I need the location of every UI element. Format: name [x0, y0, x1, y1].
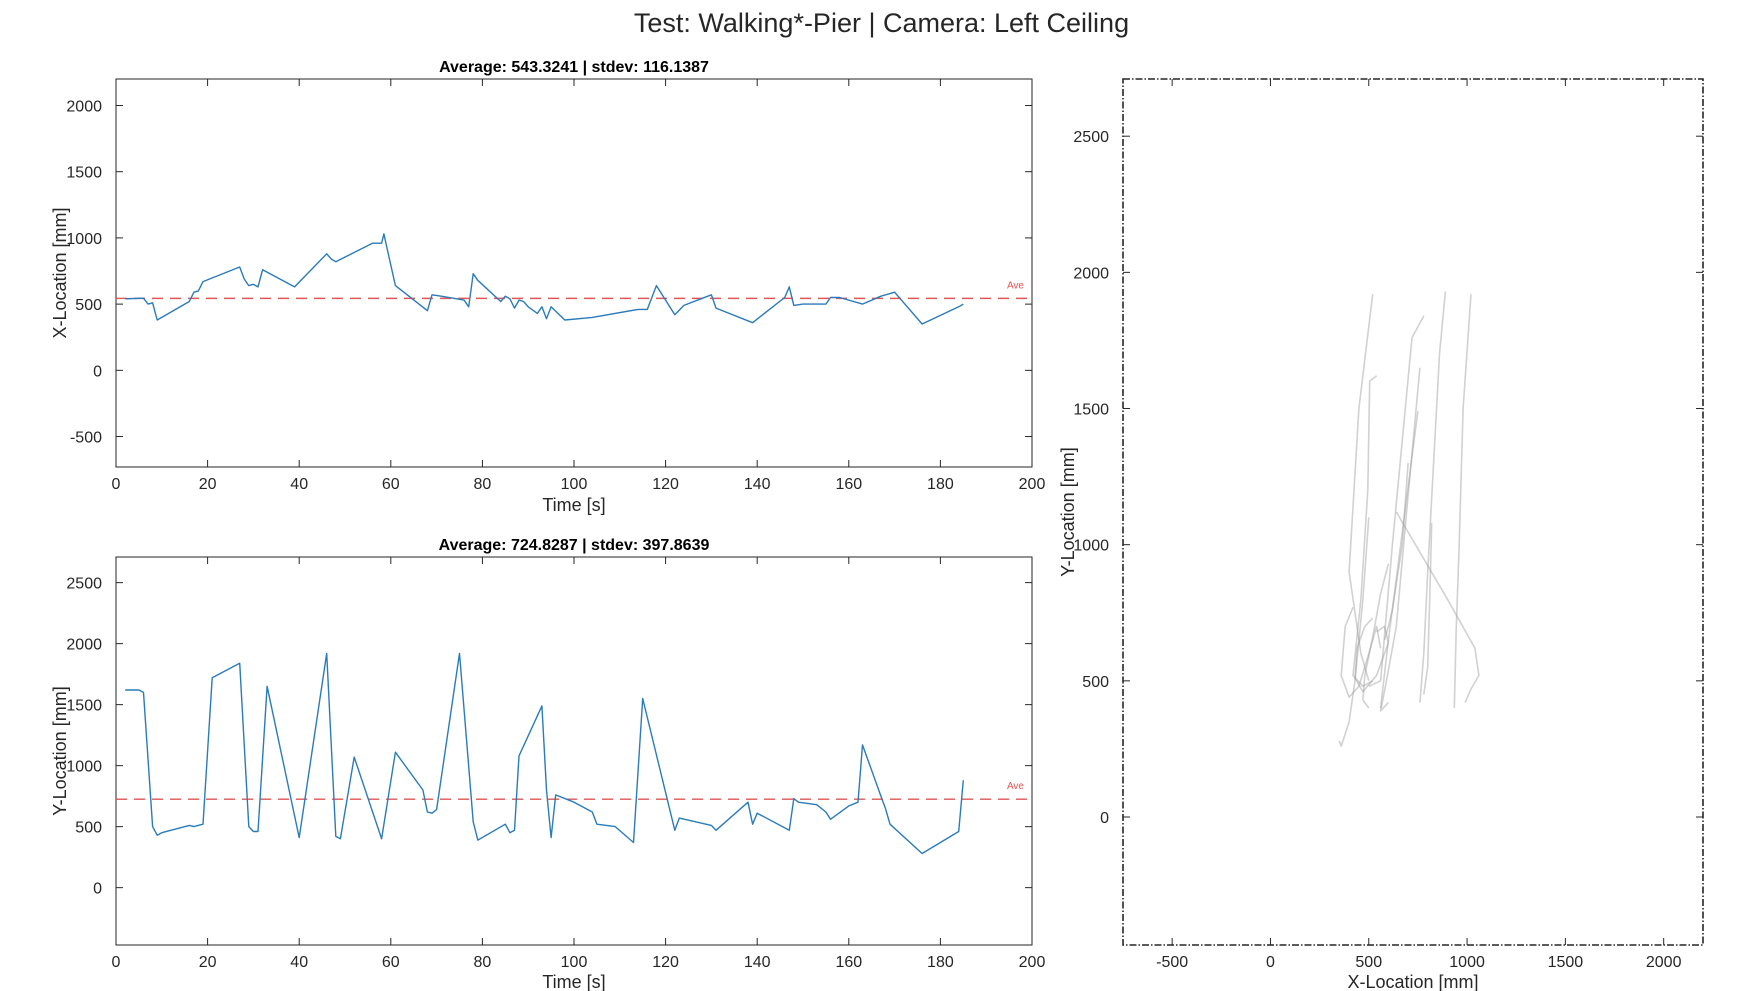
y-tick-label: 1500	[1073, 402, 1109, 419]
x-tick-label: 120	[652, 476, 679, 493]
series-line	[125, 652, 964, 855]
trajectory-line	[1419, 291, 1447, 703]
y-tick-label: 2500	[1073, 129, 1109, 146]
x-tick-label: 1000	[1449, 954, 1485, 971]
x-tick-label: 0	[112, 476, 121, 493]
y-tick-label: 1000	[66, 759, 102, 776]
y-tick-label: 500	[75, 297, 102, 314]
y-tick-label: -500	[70, 430, 102, 447]
x-tick-label: 120	[652, 954, 679, 971]
y-tick-label: 1000	[66, 231, 102, 248]
x-tick-label: 40	[290, 476, 308, 493]
plot-frame	[115, 556, 1033, 946]
y-tick-label: 1500	[66, 698, 102, 715]
x-tick-label: 180	[927, 476, 954, 493]
average-label: Ave	[1007, 280, 1024, 291]
trajectory-line	[1383, 462, 1409, 641]
x-tick-label: 20	[199, 954, 217, 971]
trajectory-line	[1453, 294, 1472, 709]
y-axis-label: Y-Location [mm]	[50, 686, 70, 815]
x-tick-label: 0	[112, 954, 121, 971]
x-tick-label: 80	[474, 954, 492, 971]
trajectory-line	[1362, 563, 1390, 709]
plot-frame	[1122, 78, 1704, 946]
y-axis-label: X-Location [mm]	[50, 207, 70, 338]
x-tick-label: 500	[1355, 954, 1382, 971]
y-tick-label: 500	[1082, 674, 1109, 691]
trajectory-line	[1348, 294, 1374, 682]
y-tick-label: 0	[93, 363, 102, 380]
x-tick-label: 2000	[1646, 954, 1682, 971]
x-tick-label: 160	[835, 476, 862, 493]
x-tick-label: 200	[1019, 954, 1046, 971]
x-tick-label: 0	[1266, 954, 1275, 971]
x-tick-label: 60	[382, 476, 400, 493]
x-tick-label: 200	[1019, 476, 1046, 493]
trajectory-line	[1423, 522, 1433, 695]
y-tick-label: 0	[1100, 810, 1109, 827]
y-tick-label: 500	[75, 820, 102, 837]
xy-trajectory-plot: -500 0 500 1000 1500 2000 0 500 1000 1500 2000 2500…	[1058, 78, 1704, 991]
y-tick-label: 2000	[66, 637, 102, 654]
x-tick-label: 180	[927, 954, 954, 971]
x-tick-label: 40	[290, 954, 308, 971]
trajectory-line	[1354, 617, 1390, 693]
trajectory-line	[1340, 606, 1382, 699]
y-location-vs-time-plot: 0 20 40 60 80 100 120 140 160 180 2000500100015002…	[50, 537, 1045, 991]
figure-title: Test: Walking*-Pier | Camera: Left Ceili…	[633, 8, 1130, 38]
plot-frame	[115, 78, 1033, 468]
y-tick-label: 1000	[1073, 538, 1109, 555]
y-tick-label: 1500	[66, 165, 102, 182]
x-tick-label: 140	[744, 476, 771, 493]
x-tick-label: -500	[1156, 954, 1188, 971]
trajectory-line	[1338, 517, 1370, 748]
trajectory-line	[1379, 367, 1421, 712]
x-tick-label: 1500	[1548, 954, 1584, 971]
trajectory-line	[1379, 411, 1419, 709]
x-location-vs-time-plot: 0 20 40 60 80 100 120 140 160 180 200 -500 0 500 1000 1…	[50, 59, 1045, 515]
x-tick-label: 160	[835, 954, 862, 971]
y-axis-label: Y-Location [mm]	[1058, 447, 1078, 576]
x-axis-label: Time [s]	[542, 495, 605, 515]
trajectory-line	[1352, 375, 1378, 688]
x-tick-label: 140	[744, 954, 771, 971]
x-tick-label: 100	[561, 954, 588, 971]
subplot-title: Average: 724.8287 | stdev: 397.8639	[439, 537, 710, 554]
x-axis-label: X-Location [mm]	[1347, 972, 1478, 991]
subplot-title: Average: 543.3241 | stdev: 116.1387	[439, 59, 709, 76]
series-line	[125, 233, 964, 325]
x-tick-label: 20	[199, 476, 217, 493]
x-tick-label: 60	[382, 954, 400, 971]
average-label: Ave	[1007, 781, 1024, 792]
y-tick-label: 2500	[66, 576, 102, 593]
y-tick-label: 0	[93, 881, 102, 898]
x-tick-label: 80	[474, 476, 492, 493]
trajectory-line	[1368, 315, 1425, 688]
x-axis-label: Time [s]	[542, 972, 605, 991]
x-tick-label: 100	[561, 476, 588, 493]
y-tick-label: 2000	[66, 98, 102, 115]
y-tick-label: 2000	[1073, 265, 1109, 282]
trajectory-line	[1395, 511, 1480, 703]
